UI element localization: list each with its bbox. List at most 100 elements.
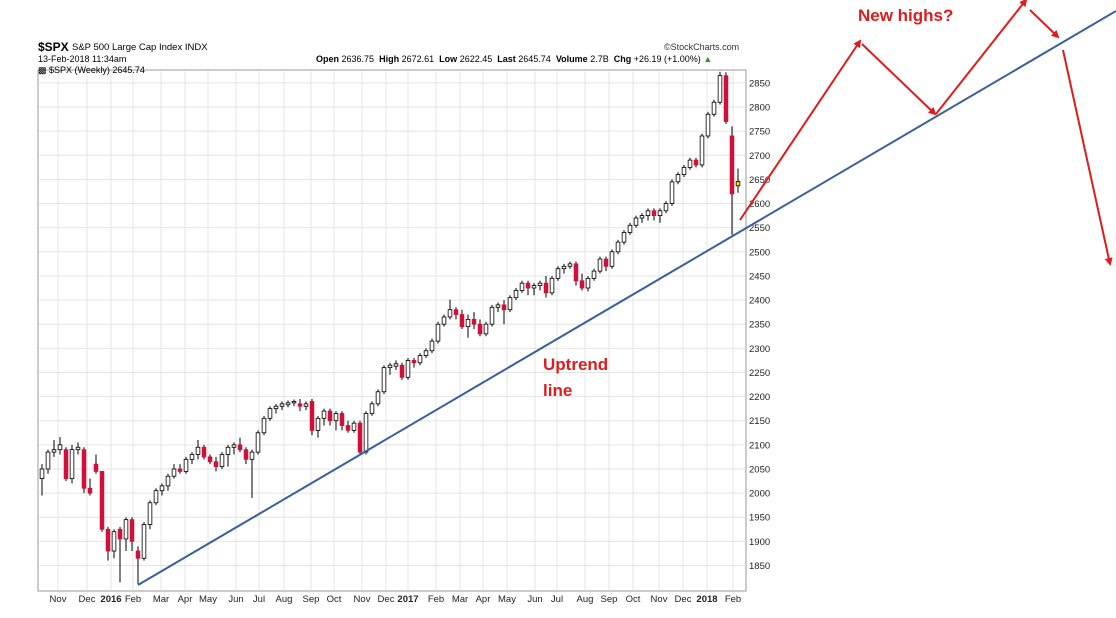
- candle-body: [579, 280, 585, 289]
- volume-label: Volume: [555, 54, 588, 64]
- x-tick-label: Feb: [428, 594, 444, 605]
- candle-body: [453, 309, 459, 315]
- candle: [93, 454, 99, 474]
- y-tick-label: 2350: [749, 320, 770, 331]
- candle: [525, 280, 531, 296]
- candle: [129, 517, 135, 552]
- candle: [153, 488, 159, 506]
- candle-body: [705, 113, 711, 137]
- annotation-new-highs: New highs?: [858, 6, 954, 25]
- y-tick-label: 2050: [749, 464, 770, 475]
- candle-body: [39, 468, 45, 480]
- candle: [141, 522, 147, 561]
- candle: [375, 389, 381, 407]
- candle: [561, 263, 567, 274]
- candle-body: [609, 251, 615, 267]
- candle: [693, 157, 699, 168]
- candle: [291, 399, 297, 407]
- candle-body: [459, 314, 465, 328]
- candle: [399, 362, 405, 380]
- candle: [459, 309, 465, 330]
- chg-label: Chg: [613, 54, 632, 64]
- x-tick-label: Aug: [577, 594, 594, 605]
- candle-body: [465, 318, 471, 328]
- candle-body: [255, 432, 261, 453]
- candle: [477, 319, 483, 337]
- candle: [309, 399, 315, 436]
- low-label: Low: [439, 54, 458, 64]
- candle: [699, 133, 705, 168]
- annotation-uptrend-line-1: Uptrend: [543, 355, 609, 374]
- candle: [387, 362, 393, 375]
- candle: [195, 440, 201, 460]
- ohlc-summary: Open 2636.75 High 2672.61 Low 2622.45 La…: [316, 54, 712, 64]
- series-legend-icon: ▩: [38, 65, 47, 75]
- candle-body: [339, 413, 345, 426]
- candle-body: [387, 364, 393, 369]
- candle-body: [243, 449, 249, 460]
- candle: [279, 401, 285, 411]
- candle: [123, 517, 129, 552]
- candle-body: [615, 241, 621, 253]
- candle-body: [693, 159, 699, 166]
- candle-body: [537, 282, 543, 286]
- candle: [357, 420, 363, 455]
- x-tick-label: Nov: [651, 594, 668, 605]
- ticker-symbol: $SPX: [38, 40, 69, 54]
- candle-body: [489, 306, 495, 325]
- y-tick-label: 1950: [749, 513, 770, 524]
- candle: [243, 447, 249, 465]
- x-tick-label: Jun: [527, 594, 542, 605]
- candle-body: [309, 401, 315, 431]
- candle-body: [423, 350, 429, 356]
- watermark: ©StockCharts.com: [664, 42, 739, 52]
- candle: [717, 71, 723, 105]
- candle: [327, 408, 333, 426]
- candle-body: [201, 446, 207, 458]
- candle: [639, 213, 645, 223]
- candle-body: [399, 364, 405, 378]
- y-tick-label: 2000: [749, 489, 770, 500]
- candle: [447, 299, 453, 320]
- candle: [159, 483, 165, 496]
- y-tick-label: 1850: [749, 561, 770, 572]
- candle: [585, 275, 591, 292]
- x-tick-label: Sep: [303, 594, 320, 605]
- candle-body: [621, 232, 627, 243]
- y-tick-label: 2250: [749, 368, 770, 379]
- projection-arrows: [739, 0, 1113, 266]
- candle: [609, 249, 615, 269]
- candle: [453, 307, 459, 320]
- y-tick-label: 2100: [749, 440, 770, 451]
- candle: [39, 464, 45, 496]
- candle-body: [699, 135, 705, 166]
- x-tick-label: 2017: [397, 594, 418, 605]
- volume-value: 2.7B: [590, 54, 609, 64]
- candle: [105, 526, 111, 561]
- uptrend-line: [137, 10, 1116, 586]
- candle-body: [87, 487, 93, 494]
- candle-body: [153, 490, 159, 504]
- candle-body: [141, 524, 147, 559]
- candle-body: [123, 519, 129, 540]
- candle: [201, 444, 207, 460]
- candle: [495, 302, 501, 313]
- candle: [723, 72, 729, 124]
- candle-body: [117, 528, 123, 540]
- candle-body: [189, 454, 195, 460]
- high-value: 2672.61: [401, 54, 435, 64]
- candle: [351, 420, 357, 433]
- candle-body: [429, 340, 435, 352]
- candle-body: [327, 410, 333, 422]
- x-tick-label: May: [199, 594, 217, 605]
- x-tick-label: Nov: [354, 594, 371, 605]
- candle: [63, 447, 69, 482]
- candle: [651, 208, 657, 221]
- y-tick-label: 2800: [749, 103, 770, 114]
- candle: [423, 348, 429, 358]
- candle-body: [297, 403, 303, 407]
- low-value: 2622.45: [459, 54, 493, 64]
- candle: [315, 415, 321, 438]
- candle-body: [357, 422, 363, 453]
- x-tick-label: Jul: [551, 594, 563, 605]
